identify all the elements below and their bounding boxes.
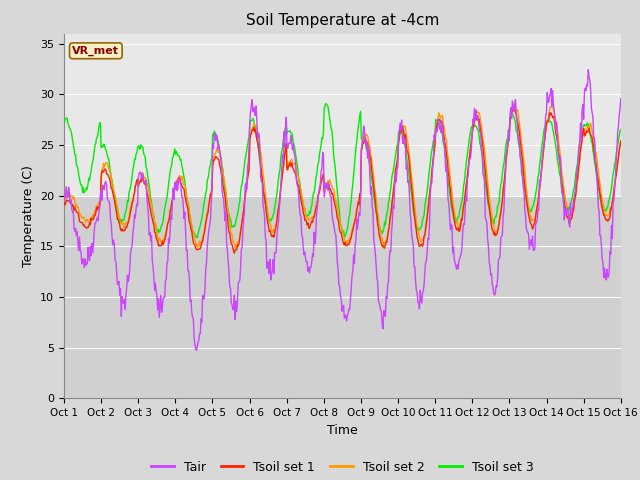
X-axis label: Time: Time: [327, 424, 358, 437]
Bar: [64, 34, 621, 196]
Title: Soil Temperature at -4cm: Soil Temperature at -4cm: [246, 13, 439, 28]
Text: VR_met: VR_met: [72, 46, 119, 56]
Y-axis label: Temperature (C): Temperature (C): [22, 165, 35, 267]
Legend: Tair, Tsoil set 1, Tsoil set 2, Tsoil set 3: Tair, Tsoil set 1, Tsoil set 2, Tsoil se…: [147, 456, 538, 479]
